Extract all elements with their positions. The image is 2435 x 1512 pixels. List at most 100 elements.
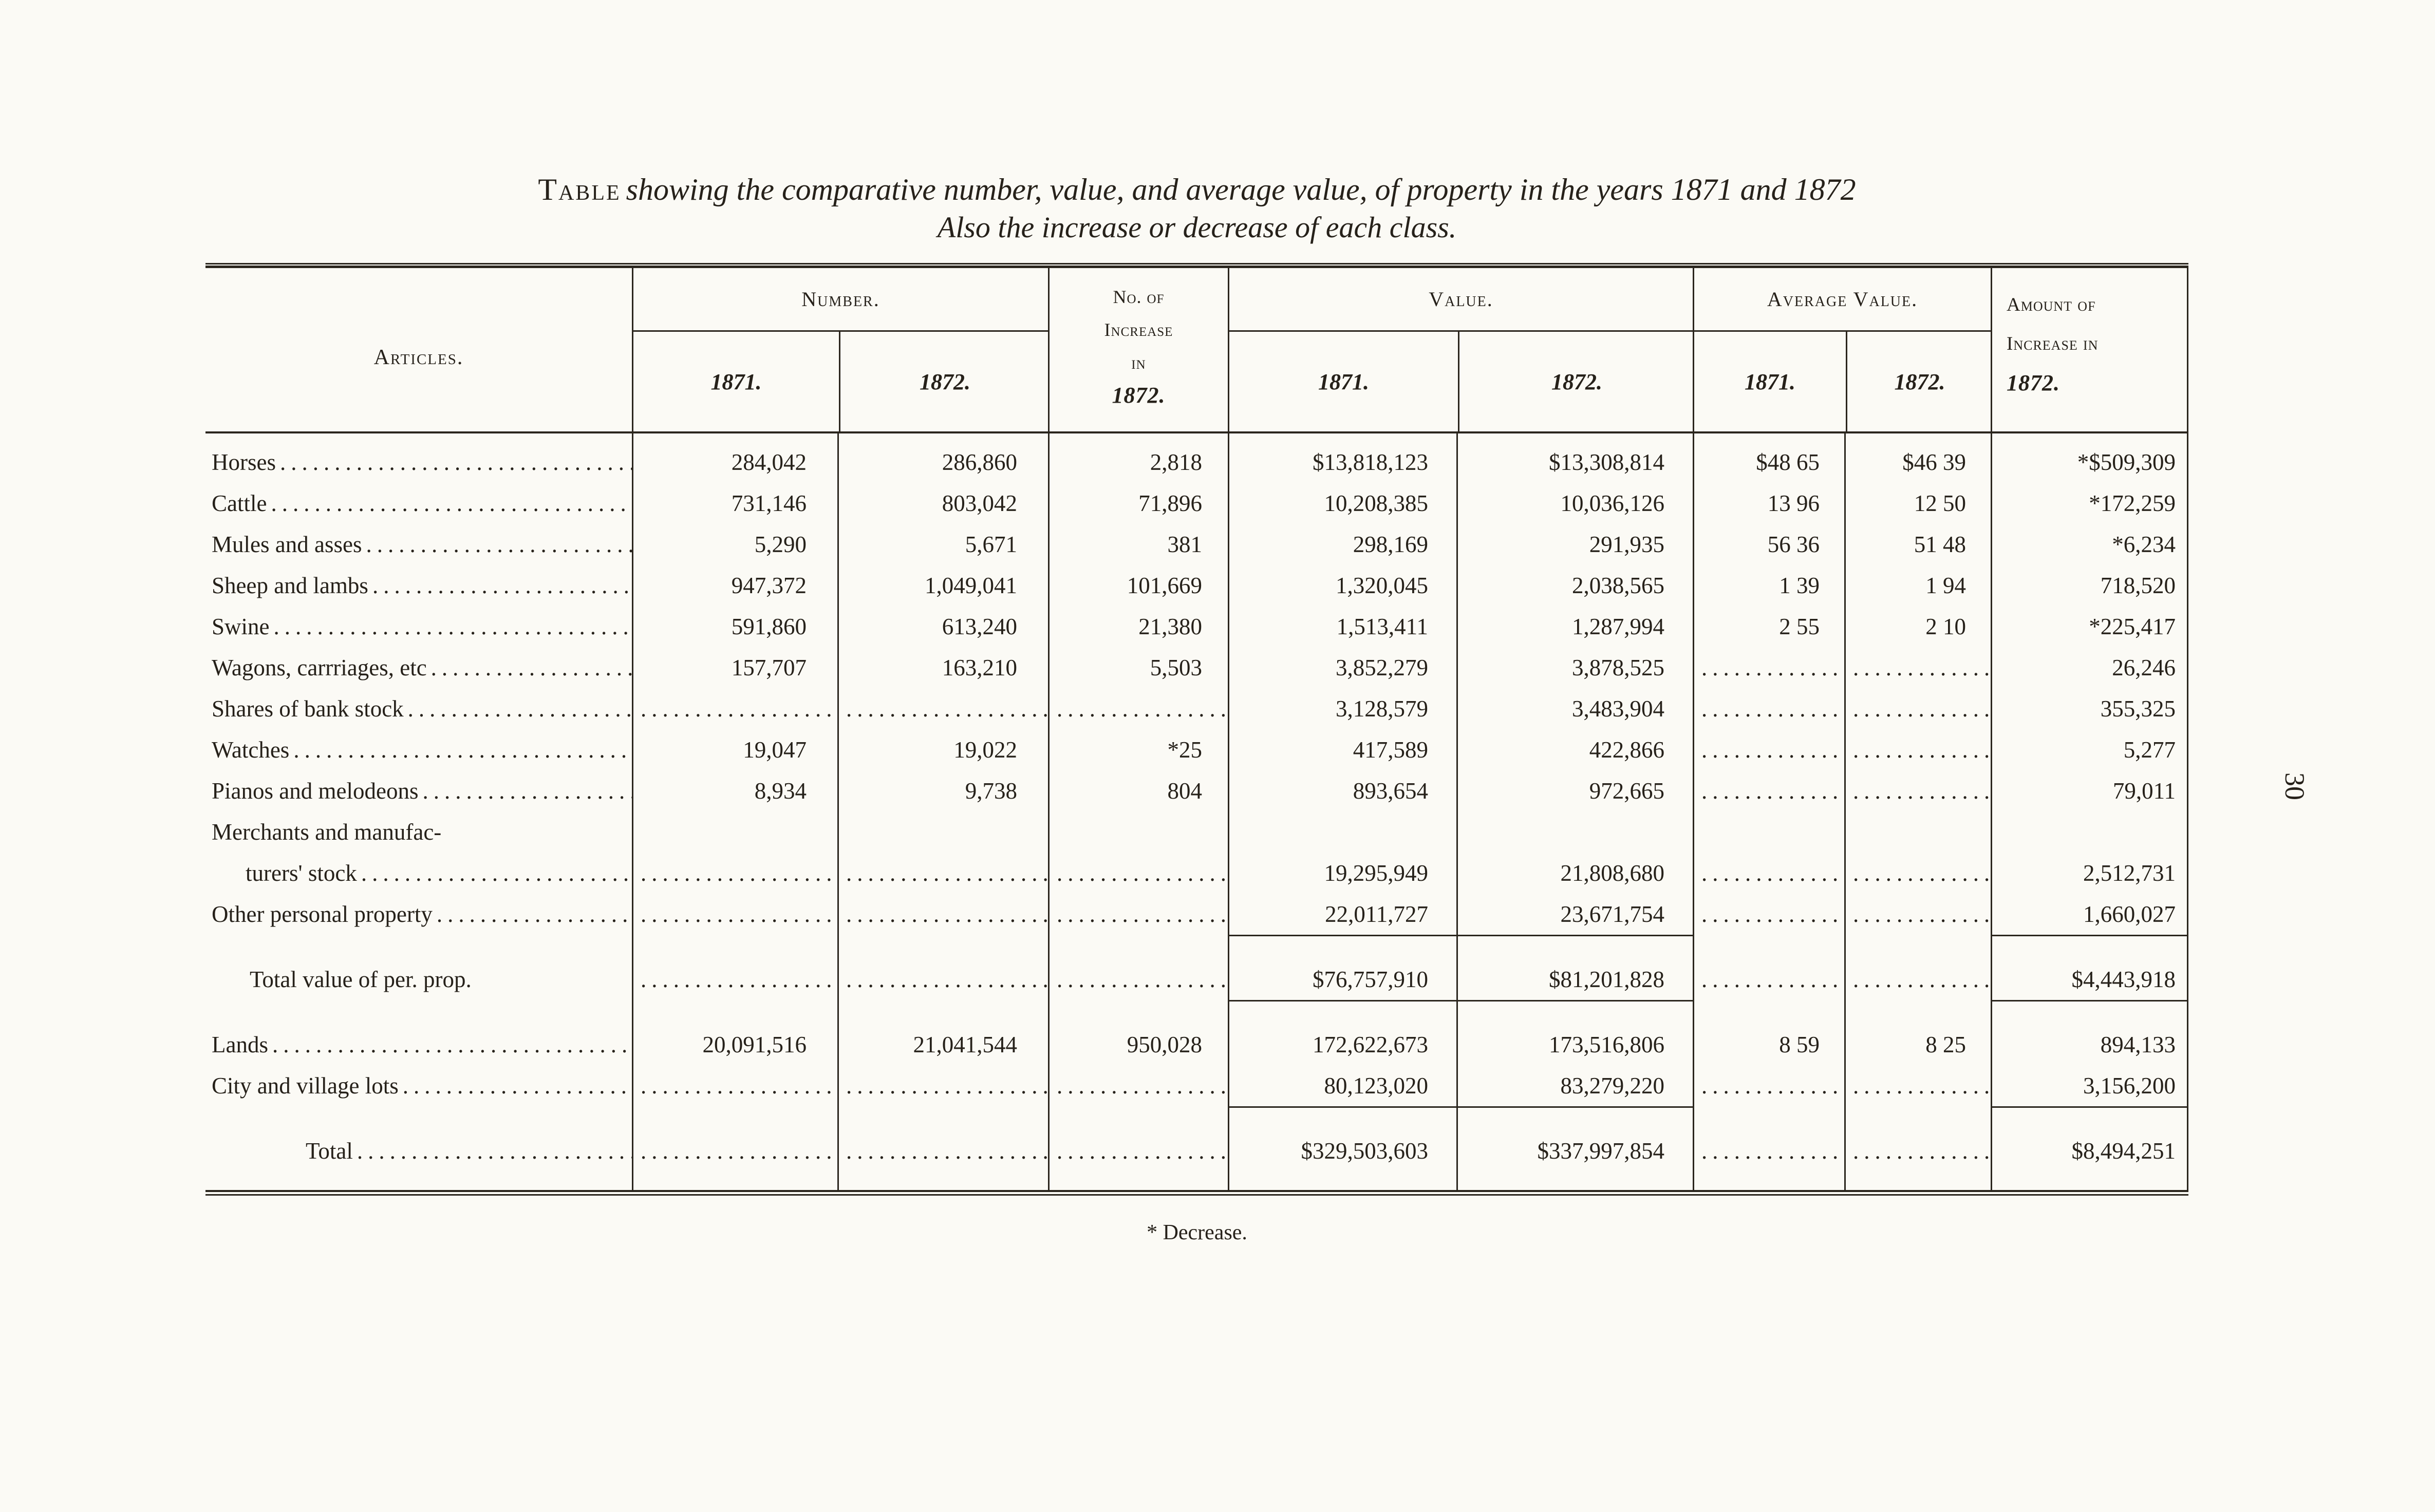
cell-inc: ........................................… xyxy=(1048,894,1228,936)
cell-amt: 718,520 xyxy=(1991,565,2188,606)
header-number-1872: 1872. xyxy=(839,332,1048,431)
header-value-1871: 1871. xyxy=(1318,369,1369,394)
header-average-group: Average Value. 1871. 1872. xyxy=(1693,268,1991,431)
dotted-leader: ........................................… xyxy=(436,901,632,927)
cell-n1: 731,146 xyxy=(632,483,837,524)
cell-v2: 972,665 xyxy=(1456,770,1693,811)
header-increase-line3: in xyxy=(1131,352,1146,373)
article-cell: Lands...................................… xyxy=(205,1001,632,1065)
cell-a1: ........................................… xyxy=(1693,1108,1844,1190)
header-number-1871: 1871. xyxy=(710,369,762,394)
table-row: Total...................................… xyxy=(205,1108,2188,1190)
title-line1: Table showing the comparative number, val… xyxy=(205,169,2188,210)
table-row: Other personal property.................… xyxy=(205,894,2188,936)
cell-amt: 79,011 xyxy=(1991,770,2188,811)
dotted-leader: ........................................… xyxy=(366,532,632,557)
header-average-years: 1871. 1872. xyxy=(1694,332,1991,431)
cell-inc: ........................................… xyxy=(1048,1108,1228,1190)
cell-v1: 3,852,279 xyxy=(1228,647,1456,688)
cell-amt: 26,246 xyxy=(1991,647,2188,688)
cell-n1: 20,091,516 xyxy=(632,1001,837,1065)
cell-inc: 381 xyxy=(1048,524,1228,565)
article-label: Mules and asses xyxy=(212,532,362,557)
cell-amt: *225,417 xyxy=(1991,606,2188,647)
header-number-group: Number. 1871. 1872. xyxy=(632,268,1048,431)
cell-n2: ........................................… xyxy=(837,936,1048,1001)
article-label: Pianos and melodeons xyxy=(212,778,419,804)
cell-n1: ........................................… xyxy=(632,936,837,1001)
cell-v2: $81,201,828 xyxy=(1456,936,1693,1001)
cell-v2: 291,935 xyxy=(1456,524,1693,565)
cell-n1: 947,372 xyxy=(632,565,837,606)
cell-a1: 56 36 xyxy=(1693,524,1844,565)
cell-v1: $13,818,123 xyxy=(1228,433,1456,483)
cell-a2: ........................................… xyxy=(1844,647,1991,688)
cell-a2: 51 48 xyxy=(1844,524,1991,565)
cell-v1: 1,320,045 xyxy=(1228,565,1456,606)
cell-v2 xyxy=(1456,811,1693,853)
article-cell: Wagons, carrriages, etc.................… xyxy=(205,647,632,688)
dotted-leader: ........................................… xyxy=(407,696,632,722)
article-cell: Watches.................................… xyxy=(205,729,632,770)
article-label: City and village lots xyxy=(212,1073,399,1099)
cell-amt: $4,443,918 xyxy=(1991,936,2188,1001)
table-row: Merchants and manufac- xyxy=(205,811,2188,853)
article-cell: Other personal property.................… xyxy=(205,894,632,936)
cell-v2: 23,671,754 xyxy=(1456,894,1693,936)
cell-n2: ........................................… xyxy=(837,688,1048,729)
header-increase-line2: Increase xyxy=(1104,319,1173,340)
cell-v1: 10,208,385 xyxy=(1228,483,1456,524)
cell-v1: $329,503,603 xyxy=(1228,1108,1456,1190)
cell-v2: 173,516,806 xyxy=(1456,1001,1693,1065)
cell-amt: *172,259 xyxy=(1991,483,2188,524)
article-label: Other personal property xyxy=(212,901,433,927)
cell-inc: 804 xyxy=(1048,770,1228,811)
cell-a2: 1 94 xyxy=(1844,565,1991,606)
article-cell: Pianos and melodeons....................… xyxy=(205,770,632,811)
cell-a2: $46 39 xyxy=(1844,433,1991,483)
table-row: Pianos and melodeons....................… xyxy=(205,770,2188,811)
cell-inc: 101,669 xyxy=(1048,565,1228,606)
article-cell: Cattle..................................… xyxy=(205,483,632,524)
cell-n1: ........................................… xyxy=(632,853,837,894)
table-sheet: Table showing the comparative number, val… xyxy=(205,169,2188,1245)
cell-a2: ........................................… xyxy=(1844,688,1991,729)
table-row: Mules and asses.........................… xyxy=(205,524,2188,565)
cell-inc: 21,380 xyxy=(1048,606,1228,647)
cell-amt: $8,494,251 xyxy=(1991,1108,2188,1190)
cell-inc: 950,028 xyxy=(1048,1001,1228,1065)
article-label: Swine xyxy=(212,614,270,639)
cell-a1 xyxy=(1693,811,1844,853)
dotted-leader: ........................................… xyxy=(357,1138,632,1164)
article-label: Total value of per. prop. xyxy=(250,967,472,992)
dotted-leader: ........................................… xyxy=(273,614,632,639)
cell-a1: 1 39 xyxy=(1693,565,1844,606)
cell-a2: ........................................… xyxy=(1844,1065,1991,1108)
article-cell: Total value of per. prop. xyxy=(205,936,632,1001)
cell-n1: ........................................… xyxy=(632,894,837,936)
page-number: 30 xyxy=(2279,772,2310,800)
cell-a2: 8 25 xyxy=(1844,1001,1991,1065)
cell-a1: ........................................… xyxy=(1693,770,1844,811)
cell-a1: ........................................… xyxy=(1693,853,1844,894)
cell-v1: 172,622,673 xyxy=(1228,1001,1456,1065)
table-row: Lands...................................… xyxy=(205,1001,2188,1065)
title-line1-text: showing the comparative number, value, a… xyxy=(626,173,1856,206)
article-cell: Swine...................................… xyxy=(205,606,632,647)
header-value-title: Value. xyxy=(1229,268,1693,332)
cell-a1: ........................................… xyxy=(1693,936,1844,1001)
cell-v1: 1,513,411 xyxy=(1228,606,1456,647)
cell-v1: 893,654 xyxy=(1228,770,1456,811)
cell-a2: ........................................… xyxy=(1844,1108,1991,1190)
cell-n2: 9,738 xyxy=(837,770,1048,811)
cell-inc: *25 xyxy=(1048,729,1228,770)
article-label: Watches xyxy=(212,737,290,763)
header-no-of-increase: No. of Increase in 1872. xyxy=(1048,268,1228,431)
cell-v1: 19,295,949 xyxy=(1228,853,1456,894)
cell-a1: 13 96 xyxy=(1693,483,1844,524)
cell-v2: 3,483,904 xyxy=(1456,688,1693,729)
cell-n1: 19,047 xyxy=(632,729,837,770)
header-increase-line1: No. of xyxy=(1113,287,1165,307)
header-amount-of-increase: Amount of Increase in 1872. xyxy=(1991,268,2188,431)
header-average-1872: 1872. xyxy=(1846,332,1991,431)
